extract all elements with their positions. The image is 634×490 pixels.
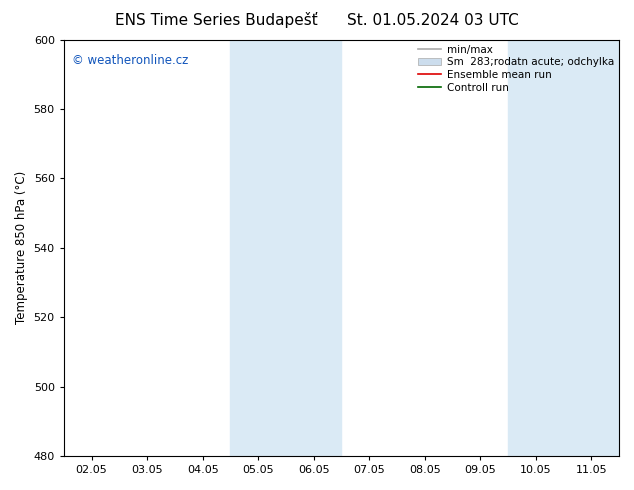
Text: ENS Time Series Budapešť      St. 01.05.2024 03 UTC: ENS Time Series Budapešť St. 01.05.2024 … <box>115 12 519 28</box>
Bar <box>230 40 342 456</box>
Legend: min/max, Sm  283;rodatn acute; odchylka, Ensemble mean run, Controll run: min/max, Sm 283;rodatn acute; odchylka, … <box>415 42 617 96</box>
Text: © weatheronline.cz: © weatheronline.cz <box>72 54 188 67</box>
Bar <box>508 40 619 456</box>
Y-axis label: Temperature 850 hPa (°C): Temperature 850 hPa (°C) <box>15 171 28 324</box>
